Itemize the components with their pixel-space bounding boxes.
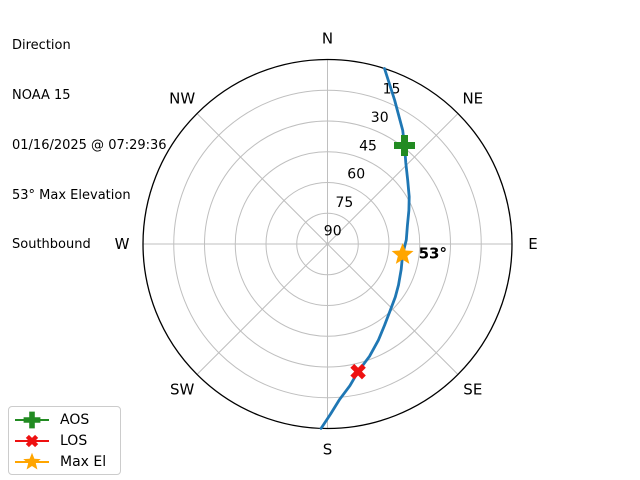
plus-icon (23, 411, 41, 428)
plus-icon (394, 135, 415, 156)
max-elevation-annotation: 53° (419, 245, 447, 263)
azimuth-spoke-sw (196, 243, 328, 375)
legend-marker (23, 411, 41, 428)
star-icon (23, 452, 41, 469)
los-legend-x-icon (15, 434, 49, 447)
legend-marker (25, 434, 39, 447)
azimuth-spoke-nw (196, 113, 328, 245)
legend-label-los: LOS (60, 432, 88, 449)
compass-label-e: E (528, 235, 537, 253)
elevation-tick-label-60: 60 (347, 167, 365, 183)
compass-label-s: S (323, 441, 333, 459)
satellite-track (319, 67, 411, 430)
aos-marker (394, 135, 415, 156)
azimuth-spoke-ne (327, 113, 459, 245)
legend-item-max-el: Max El (14, 451, 106, 472)
compass-label-ne: NE (462, 90, 483, 108)
pass-info-header: Direction NOAA 15 01/16/2025 @ 07:29:36 … (12, 5, 167, 287)
compass-label-se: SE (463, 380, 482, 398)
legend-label-aos: AOS (60, 411, 90, 428)
legend-item-los: LOS (14, 430, 106, 451)
compass-label-sw: SW (170, 380, 195, 398)
star-icon (391, 243, 414, 264)
x-icon (350, 363, 366, 380)
pass-info-title: Direction (12, 38, 71, 54)
pass-info-datetime: 01/16/2025 @ 07:29:36 (12, 137, 167, 153)
legend-label-max-el: Max El (60, 453, 107, 470)
los-marker (350, 363, 366, 380)
max-el-marker (391, 243, 414, 264)
elevation-tick-label-90: 90 (324, 224, 342, 240)
azimuth-spoke-se (327, 243, 459, 375)
legend-marker (23, 452, 41, 469)
elevation-tick-label-75: 75 (335, 195, 353, 211)
pass-info-direction: Southbound (12, 237, 91, 253)
legend: AOS LOS Max El (8, 406, 122, 475)
compass-label-nw: NW (169, 90, 195, 108)
aos-legend-plus-icon (15, 411, 49, 428)
compass-label-n: N (322, 30, 333, 48)
elevation-tick-label-30: 30 (371, 110, 389, 126)
max-el-legend-star-icon (15, 452, 49, 469)
elevation-tick-label-45: 45 (359, 138, 377, 154)
pass-info-satellite: NOAA 15 (12, 87, 71, 103)
x-icon (25, 434, 39, 447)
pass-info-max-elevation: 53° Max Elevation (12, 187, 131, 203)
compass-label-w: W (115, 235, 130, 253)
horizon-circle (142, 58, 513, 430)
legend-item-aos: AOS (14, 409, 106, 430)
